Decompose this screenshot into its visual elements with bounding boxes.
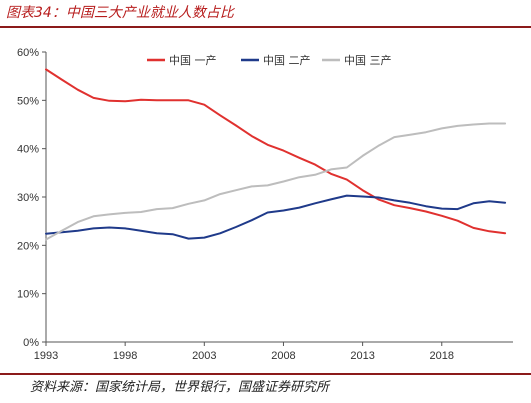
y-tick-label: 10%: [17, 289, 39, 301]
legend-label-1: 中国 一产: [169, 53, 217, 67]
y-tick-label: 0%: [23, 337, 39, 349]
chart-axes: 0% 10% 20% 30% 40% 50% 60% 1993 1998 2003 2008 2013…: [17, 47, 513, 362]
source-note: 资料来源：国家统计局，世界银行，国盛证券研究所: [30, 380, 330, 395]
source-divider: [0, 373, 531, 375]
y-tick-label: 60%: [17, 47, 39, 59]
x-tick-label: 1998: [113, 350, 137, 362]
figure-title: 图表34：中国三大产业就业人数占比: [6, 5, 234, 21]
title-divider: [0, 26, 531, 28]
y-tick-label: 40%: [17, 144, 39, 156]
line-chart: 0% 10% 20% 30% 40% 50% 60% 1993 1998 2003 2008 2013…: [17, 47, 513, 362]
y-tick-label: 30%: [17, 192, 39, 204]
series-line-2: [45, 194, 507, 240]
x-tick-label: 1993: [34, 350, 58, 362]
x-tick-label: 2008: [271, 350, 295, 362]
x-tick-label: 2013: [350, 350, 374, 362]
series-line-1: [45, 68, 507, 235]
x-tick-label: 2003: [192, 350, 216, 362]
y-tick-label: 20%: [17, 240, 39, 252]
legend-label-3: 中国 三产: [344, 53, 392, 67]
series-line-3: [45, 122, 507, 241]
y-tick-label: 50%: [17, 95, 39, 107]
legend-label-2: 中国 二产: [263, 53, 311, 67]
x-tick-label: 2018: [430, 350, 454, 362]
series-layer: [45, 68, 507, 241]
chart-legend: 中国 一产 中国 二产 中国 三产: [147, 53, 392, 67]
